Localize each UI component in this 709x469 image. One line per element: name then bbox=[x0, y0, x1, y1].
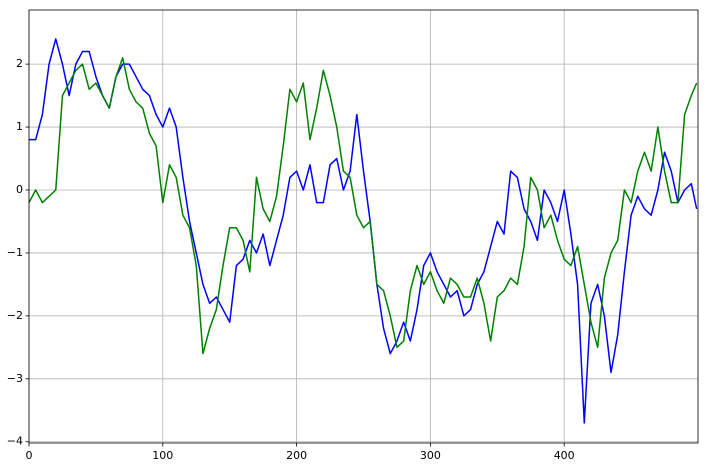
x-tick-label: 100 bbox=[152, 449, 173, 462]
x-tick-label: 400 bbox=[554, 449, 575, 462]
x-tick-label: 300 bbox=[420, 449, 441, 462]
x-tick-label: 0 bbox=[26, 449, 33, 462]
plot-frame bbox=[28, 9, 699, 444]
x-tick-label: 200 bbox=[286, 449, 307, 462]
y-tick-label: −4 bbox=[7, 435, 23, 448]
data-line bbox=[29, 38, 698, 424]
y-tick-label: −3 bbox=[7, 372, 23, 385]
y-tick-label: 0 bbox=[16, 183, 23, 196]
y-tick-label: 2 bbox=[16, 57, 23, 70]
y-tick-label: −1 bbox=[7, 246, 23, 259]
y-tick-label: 1 bbox=[16, 120, 23, 133]
data-line bbox=[28, 57, 698, 355]
y-tick-label: −2 bbox=[7, 309, 23, 322]
